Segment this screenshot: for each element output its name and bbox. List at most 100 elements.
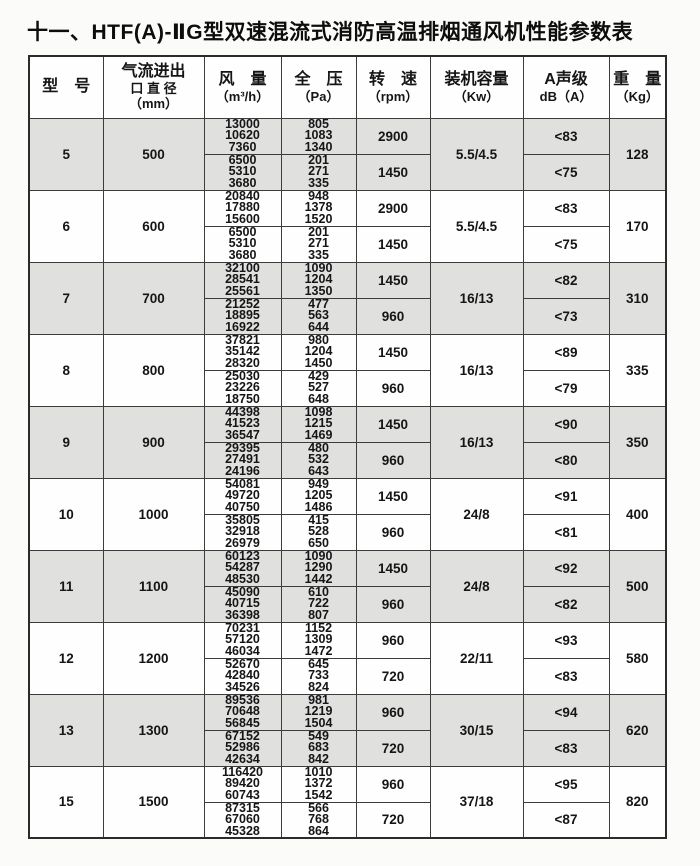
rpm-low-cell: 1450 xyxy=(355,153,431,191)
pressure-low-cell-value: 842 xyxy=(308,751,329,766)
airflow-low-cell-value: 23226 xyxy=(225,380,260,395)
airflow-high-cell: 37821 35142 28320 xyxy=(203,333,282,371)
diameter-cell: 700 xyxy=(102,261,205,335)
airflow-low-cell: 21252 18895 16922 xyxy=(203,296,282,335)
column-header-rpm: 转 速（rpm） xyxy=(355,55,431,119)
pressure-low-cell-value: 528 xyxy=(308,524,329,539)
column-header-model: 型 号 xyxy=(28,55,104,119)
airflow-low-cell-value: 42634 xyxy=(225,751,260,766)
airflow-low-cell-value: 40715 xyxy=(225,596,260,611)
airflow-high-cell-value: 40750 xyxy=(225,499,260,514)
pressure-low-cell: 480 532 643 xyxy=(280,441,357,479)
noise-high-cell: <90 xyxy=(522,405,610,443)
airflow-low-cell-value: 21252 xyxy=(225,296,260,311)
rpm-high-cell: 2900 xyxy=(355,117,431,155)
airflow-high-cell-value: 116420 xyxy=(221,764,264,779)
pressure-high-cell-value: 1083 xyxy=(304,128,333,143)
column-header-noise: A声级 dB（A） xyxy=(522,55,610,119)
column-header-model-line: 型 号 xyxy=(42,78,91,96)
noise-high-cell: <95 xyxy=(522,765,610,803)
model-row-high: 13 1300 89536 70648 56845 981 1219 1504 960 30/15… xyxy=(28,693,667,767)
rpm-low-cell: 960 xyxy=(355,297,431,335)
model-row-low: 29395 27491 24196 480 532 643 960 <80 xyxy=(29,441,666,479)
column-header-weight: 重 量（Kg） xyxy=(608,55,667,119)
airflow-low-cell-value: 16922 xyxy=(225,319,260,334)
pressure-low-cell-value: 335 xyxy=(308,175,329,190)
airflow-high-cell-value: 56845 xyxy=(225,715,260,730)
model-row-low: 35805 32918 26979 415 528 650 960 <81 xyxy=(29,513,666,551)
table-header: 型 号气流进出口 直 径（mm）风 量（m³/h）全 压（Pa）转 速（rpm）… xyxy=(28,55,667,119)
airflow-low-cell: 45090 40715 36398 xyxy=(203,585,282,623)
airflow-high-cell-value: 54287 xyxy=(225,560,260,575)
pressure-low-cell-value: 610 xyxy=(308,584,329,599)
airflow-low-cell-value: 52670 xyxy=(225,656,260,671)
column-header-capacity-line: （Kw） xyxy=(453,88,500,104)
pressure-high-cell-value: 1372 xyxy=(304,776,333,791)
airflow-high-cell: 116420 89420 60743 xyxy=(203,764,282,803)
column-header-pressure: 全 压（Pa） xyxy=(280,55,357,119)
airflow-high-cell-value: 36547 xyxy=(225,427,260,442)
column-header-noise-line: A声级 xyxy=(544,70,588,88)
airflow-low-cell-value: 25030 xyxy=(225,368,260,383)
airflow-high-cell: 70231 57120 46034 xyxy=(203,621,282,659)
airflow-high-cell-value: 44398 xyxy=(225,404,260,419)
capacity-cell: 37/18 xyxy=(429,765,524,839)
airflow-low-cell-value: 52986 xyxy=(225,740,260,755)
model-cell: 5 xyxy=(28,117,104,191)
diameter-cell: 500 xyxy=(102,117,205,191)
diameter-cell: 1500 xyxy=(102,765,205,839)
airflow-low-cell-value: 45328 xyxy=(225,823,260,838)
pressure-high-cell-value: 805 xyxy=(308,116,329,131)
column-header-weight-line: 重 量 xyxy=(613,70,662,88)
airflow-high-cell-value: 25561 xyxy=(225,283,260,298)
airflow-high-cell: 89536 70648 56845 xyxy=(203,693,282,731)
pressure-high-cell-value: 948 xyxy=(308,188,329,203)
capacity-cell: 5.5/4.5 xyxy=(429,189,524,263)
column-header-pressure-line: （Pa） xyxy=(297,88,340,104)
pressure-high-cell-value: 949 xyxy=(308,476,329,491)
pressure-high-cell-value: 1378 xyxy=(304,200,333,215)
pressure-low-cell: 429 527 648 xyxy=(280,369,357,407)
airflow-high-cell-value: 7360 xyxy=(228,139,257,154)
pressure-high-cell-value: 1442 xyxy=(304,571,333,586)
pressure-low-cell-value: 643 xyxy=(308,463,329,478)
airflow-low-cell-value: 34526 xyxy=(225,679,260,694)
model-row-high: 10 1000 54081 49720 40750 949 1205 1486 1450 24/8… xyxy=(28,476,667,551)
pressure-high-cell-value: 1205 xyxy=(304,488,333,503)
model-row-high: 15 1500 116420 89420 60743 1010 1372 1542 960 37/… xyxy=(28,764,667,839)
airflow-high-cell-value: 13000 xyxy=(225,116,260,131)
noise-high-cell: <83 xyxy=(522,117,610,155)
pressure-high-cell-value: 1350 xyxy=(304,283,333,298)
pressure-high-cell-value: 1520 xyxy=(304,211,333,226)
capacity-cell: 16/13 xyxy=(429,261,524,335)
airflow-low-cell: 6500 5310 3680 xyxy=(203,153,282,191)
rpm-high-cell: 1450 xyxy=(355,549,431,587)
column-header-diameter-line: （mm） xyxy=(128,96,179,112)
noise-high-cell: <91 xyxy=(522,477,610,515)
noise-low-cell: <75 xyxy=(522,225,610,263)
model-row-high: 6 600 20840 17880 15600 948 1378 1520 2900 5.5/4.… xyxy=(28,188,667,263)
airflow-low-cell-value: 67060 xyxy=(225,812,260,826)
pressure-high-cell-value: 1219 xyxy=(304,704,333,719)
pressure-low-cell-value: 201 xyxy=(308,224,329,239)
airflow-low-cell-value: 67152 xyxy=(225,728,260,743)
rpm-low-cell: 720 xyxy=(355,657,431,695)
pressure-high-cell-value: 1309 xyxy=(304,632,333,647)
capacity-cell: 22/11 xyxy=(429,621,524,695)
pressure-high-cell-value: 1152 xyxy=(304,620,333,635)
model-cell: 15 xyxy=(28,765,104,839)
noise-high-cell: <89 xyxy=(522,333,610,371)
airflow-high-cell-value: 20840 xyxy=(225,188,260,203)
noise-high-cell: <82 xyxy=(522,261,610,299)
pressure-high-cell-value: 1450 xyxy=(304,355,333,370)
pressure-low-cell: 201 271 335 xyxy=(280,153,357,191)
airflow-high-cell-value: 41523 xyxy=(225,416,260,431)
pressure-high-cell-value: 1472 xyxy=(304,643,333,658)
noise-low-cell: <79 xyxy=(522,369,610,407)
pressure-low-cell: 610 722 807 xyxy=(280,584,357,623)
pressure-low-cell-value: 271 xyxy=(308,164,329,179)
airflow-low-cell-value: 3680 xyxy=(228,247,257,262)
airflow-low-cell: 35805 32918 26979 xyxy=(203,513,282,551)
header-row: 型 号气流进出口 直 径（mm）风 量（m³/h）全 压（Pa）转 速（rpm）… xyxy=(28,55,667,119)
pressure-high-cell-value: 1542 xyxy=(304,787,333,802)
